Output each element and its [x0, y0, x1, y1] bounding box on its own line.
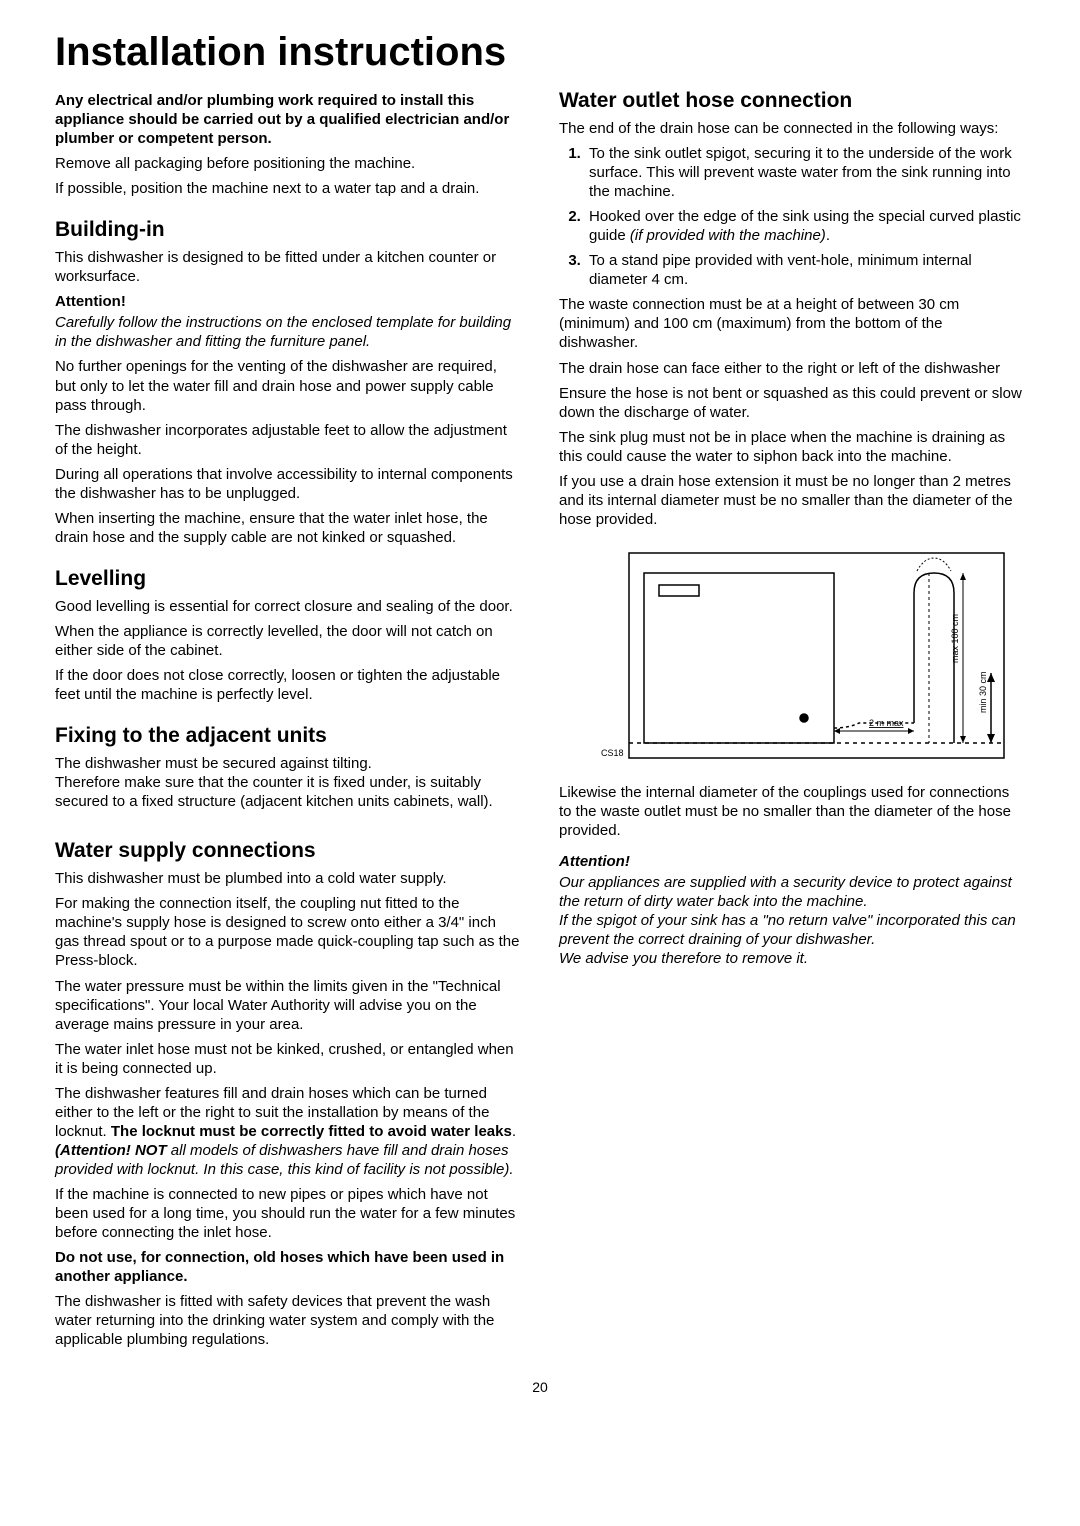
level-p1: Good levelling is essential for correct … [55, 597, 521, 616]
outlet-it1: Our appliances are supplied with a secur… [559, 873, 1025, 911]
building-p4: During all operations that involve acces… [55, 465, 521, 503]
water-p8: The dishwasher is fitted with safety dev… [55, 1292, 521, 1349]
intro-p1: Remove all packaging before positioning … [55, 154, 521, 173]
water-p7: Do not use, for connection, old hoses wh… [55, 1248, 521, 1286]
fix-p2: Therefore make sure that the counter it … [55, 773, 521, 811]
outlet-heading: Water outlet hose connection [559, 89, 1025, 113]
building-p1: This dishwasher is designed to be fitted… [55, 248, 521, 286]
fix-p1: The dishwasher must be secured against t… [55, 754, 521, 773]
list-item: To a stand pipe provided with vent-hole,… [585, 251, 1025, 289]
outlet-p2: The waste connection must be at a height… [559, 295, 1025, 352]
two-column-layout: Any electrical and/or plumbing work requ… [55, 89, 1025, 1355]
water-p6: If the machine is connected to new pipes… [55, 1185, 521, 1242]
intro-p2: If possible, position the machine next t… [55, 179, 521, 198]
building-p5: When inserting the machine, ensure that … [55, 509, 521, 547]
list-item: To the sink outlet spigot, securing it t… [585, 144, 1025, 201]
outlet-it3: We advise you therefore to remove it. [559, 949, 1025, 968]
li2-b: (if provided with the machine) [630, 227, 826, 244]
outlet-p1: The end of the drain hose can be connect… [559, 119, 1025, 138]
outlet-p7: Likewise the internal diameter of the co… [559, 783, 1025, 840]
outlet-p5: The sink plug must not be in place when … [559, 428, 1025, 466]
building-heading: Building-in [55, 218, 521, 242]
building-p2: No further openings for the venting of t… [55, 357, 521, 414]
water-p5: The dishwasher features fill and drain h… [55, 1084, 521, 1179]
right-column: Water outlet hose connection The end of … [559, 89, 1025, 1355]
water-supply-heading: Water supply connections [55, 839, 521, 863]
intro-bold: Any electrical and/or plumbing work requ… [55, 91, 521, 148]
diagram-label-cs18: CS18 [601, 748, 624, 758]
list-item: Hooked over the edge of the sink using t… [585, 207, 1025, 245]
level-p3: If the door does not close correctly, lo… [55, 666, 521, 704]
diagram-label-min30: min 30 cm [978, 671, 988, 713]
diagram-label-2m: 2 m max [869, 718, 904, 728]
level-p2: When the appliance is correctly levelled… [55, 622, 521, 660]
page-title: Installation instructions [55, 30, 1025, 75]
fixing-heading: Fixing to the adjacent units [55, 724, 521, 748]
diagram-label-max100: max 100 cm [950, 614, 960, 663]
building-italic: Carefully follow the instructions on the… [55, 313, 521, 351]
outlet-p6: If you use a drain hose extension it mus… [559, 472, 1025, 529]
left-column: Any electrical and/or plumbing work requ… [55, 89, 521, 1355]
levelling-heading: Levelling [55, 567, 521, 591]
building-p3: The dishwasher incorporates adjustable f… [55, 421, 521, 459]
li2-c: . [826, 227, 830, 244]
outlet-p3: The drain hose can face either to the ri… [559, 359, 1025, 378]
water-p4: The water inlet hose must not be kinked,… [55, 1040, 521, 1078]
water-p3: The water pressure must be within the li… [55, 977, 521, 1034]
outlet-it2: If the spigot of your sink has a "no ret… [559, 911, 1025, 949]
attention-label: Attention! [55, 292, 521, 311]
water-p5-d: (Attention! NOT [55, 1142, 167, 1159]
water-p5-c: . [512, 1123, 516, 1140]
outlet-list: To the sink outlet spigot, securing it t… [559, 144, 1025, 289]
water-p1: This dishwasher must be plumbed into a c… [55, 869, 521, 888]
outlet-p4: Ensure the hose is not bent or squashed … [559, 384, 1025, 422]
attention-label-2: Attention! [559, 852, 1025, 871]
page-number: 20 [55, 1379, 1025, 1395]
water-p5-b: The locknut must be correctly fitted to … [111, 1123, 512, 1140]
water-p2: For making the connection itself, the co… [55, 894, 521, 970]
drain-hose-diagram: CS18 2 m max max 100 cm min 30 cm [559, 543, 1025, 773]
